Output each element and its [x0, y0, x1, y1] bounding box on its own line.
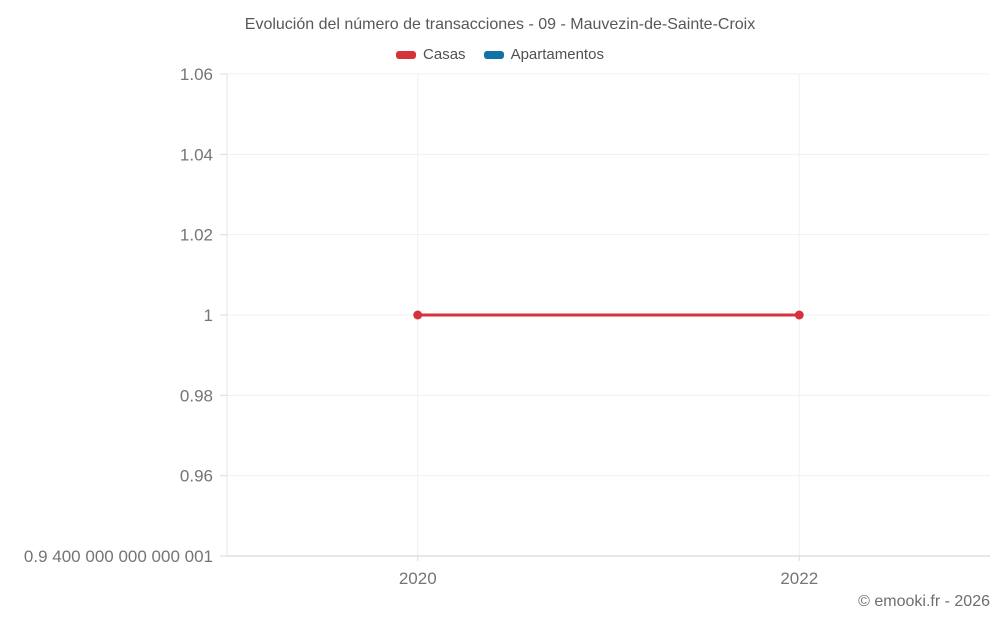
legend-item-casas[interactable]: Casas [396, 46, 466, 63]
x-tick-label: 2022 [780, 569, 818, 588]
y-tick-label: 1.04 [180, 145, 213, 164]
data-point-casas [413, 310, 423, 320]
legend-swatch-casas [396, 50, 417, 59]
y-tick-label: 1.02 [180, 226, 213, 245]
chart-title: Evolución del número de transacciones - … [244, 16, 756, 33]
y-tick-label: 0.9 400 000 000 000 001 [24, 547, 213, 566]
legend-item-apartamentos[interactable]: Apartamentos [483, 46, 604, 63]
legend-swatch-apartamentos [483, 50, 504, 59]
copyright-text: © emooki.fr - 2026 [858, 593, 990, 610]
y-tick-label: 0.98 [180, 386, 213, 405]
y-tick-label: 1.06 [180, 65, 213, 84]
data-point-casas [794, 310, 804, 320]
y-tick-label: 0.96 [180, 467, 213, 486]
legend-label: Casas [423, 46, 466, 63]
x-tick-label: 2020 [399, 569, 437, 588]
y-tick-label: 1 [204, 306, 213, 325]
legend-label: Apartamentos [510, 46, 604, 63]
chart-legend: Casas Apartamentos [0, 46, 1000, 63]
